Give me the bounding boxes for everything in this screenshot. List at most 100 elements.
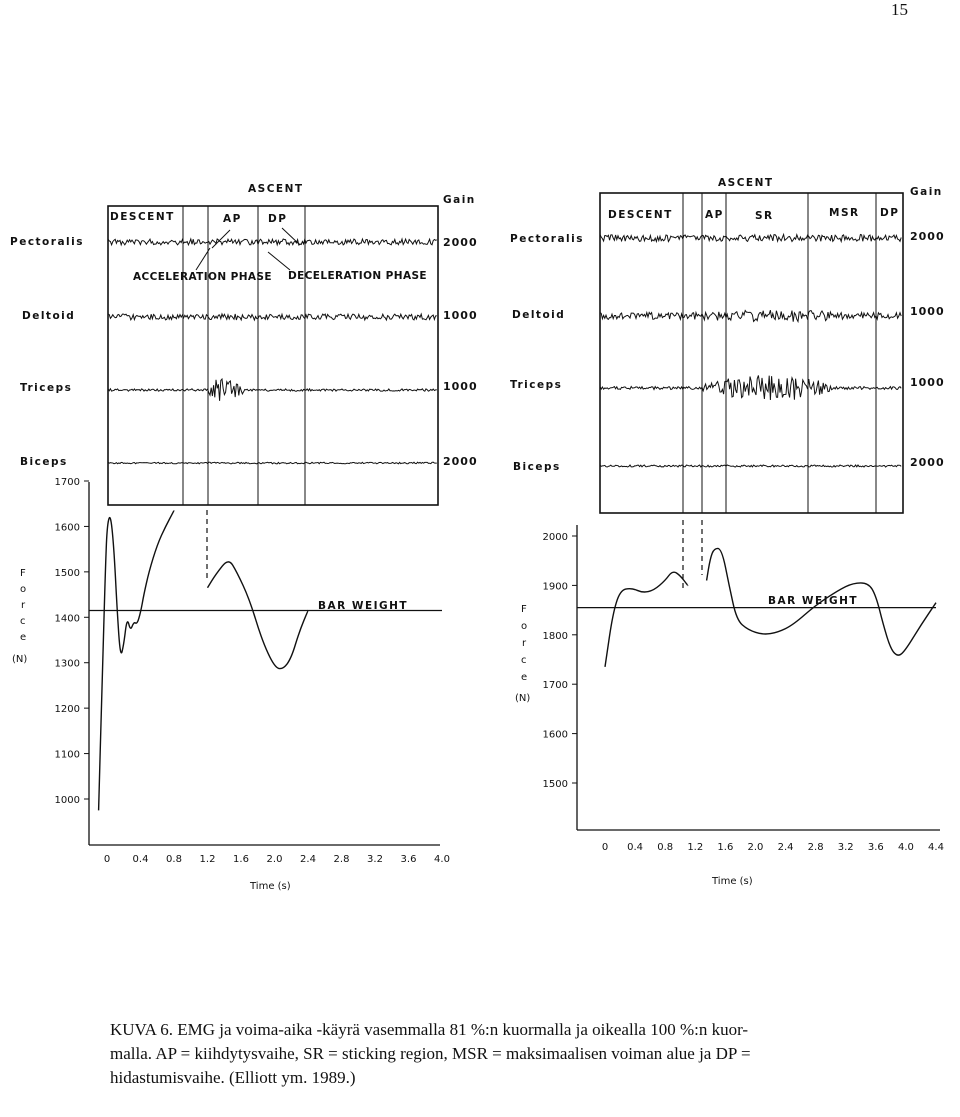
right-phase-ap: AP [705, 209, 724, 221]
left-bar-weight-label: BAR WEIGHT [318, 600, 408, 612]
emg-force-figure: ASCENT Gain DESCENT AP DP ACCELERATION P… [10, 177, 945, 892]
left-gain-value: 2000 [443, 455, 478, 468]
right-x-tick-label: 3.6 [868, 842, 884, 853]
right-muscle-label: Triceps [510, 379, 562, 391]
left-y-tick-label: 1700 [55, 477, 80, 488]
right-emg-frame [599, 192, 904, 514]
right-y-tick-label: 1600 [543, 730, 568, 741]
left-x-tick-label: 0.8 [166, 854, 182, 865]
right-x-tick-label: 2.4 [778, 842, 794, 853]
right-xlabel: Time (s) [711, 876, 753, 887]
left-gain-label: Gain [443, 194, 476, 206]
caption-line: hidastumisvaihe. (Elliott ym. 1989.) [110, 1068, 356, 1087]
right-y-tick-label: 1800 [543, 631, 568, 642]
right-bar-weight-label: BAR WEIGHT [768, 595, 858, 607]
right-gain-value: 1000 [910, 376, 945, 389]
left-y-tick-label: 1200 [55, 704, 80, 715]
right-x-tick-label: 2.0 [748, 842, 764, 853]
left-ascent-label: ASCENT [248, 183, 304, 195]
right-emg-trace-triceps [599, 375, 902, 401]
left-acceleration-phase-label: ACCELERATION PHASE [133, 271, 272, 283]
left-gain-value: 2000 [443, 236, 478, 249]
left-ylabel-letter: r [21, 600, 26, 611]
left-x-tick-label: 2.0 [267, 854, 283, 865]
right-x-tick-label: 4.4 [928, 842, 944, 853]
left-y-tick-label: 1300 [55, 659, 80, 670]
caption-line: malla. AP = kiihdytysvaihe, SR = stickin… [110, 1044, 751, 1063]
right-phase-sr: SR [755, 210, 774, 222]
left-ylabel-letter: F [20, 568, 26, 579]
left-force-curve [206, 561, 309, 670]
right-ylabel: F o r c e (N) [515, 604, 530, 704]
right-x-tick-label: 1.2 [687, 842, 703, 853]
left-muscle-label: Biceps [20, 456, 68, 468]
left-emg-frame [107, 205, 439, 506]
left-phase-descent: DESCENT [110, 211, 175, 223]
left-phase-dp: DP [268, 213, 287, 225]
left-emg-panel: ASCENT Gain DESCENT AP DP ACCELERATION P… [10, 183, 478, 506]
left-ap-pointer [211, 229, 231, 249]
right-emg-trace-deltoid [599, 309, 902, 324]
right-force-curve [705, 547, 937, 656]
left-y-tick-label: 1500 [55, 568, 80, 579]
left-muscle-label: Triceps [20, 382, 72, 394]
right-y-tick-label: 2000 [543, 532, 568, 543]
right-ylabel-letter: o [521, 621, 527, 632]
left-x-tick-label: 2.4 [300, 854, 316, 865]
left-phase-ap: AP [223, 213, 242, 225]
right-y-tick-label: 1700 [543, 680, 568, 691]
right-force-chart: 2000 1900 1800 1700 1600 1500 0 0.4 0.8 1.2 1.6 2.0… [515, 520, 944, 887]
right-gain-value: 2000 [910, 456, 945, 469]
page-number: 15 [891, 0, 908, 19]
right-x-tick-label: 0.4 [627, 842, 643, 853]
left-ylabel-unit: (N) [12, 654, 27, 665]
left-y-tick-label: 1600 [55, 522, 80, 533]
left-emg-trace-pectoralis [107, 237, 437, 247]
figure-caption: KUVA 6. EMG ja voima-aika -käyrä vasemma… [110, 1018, 920, 1090]
left-muscle-label: Deltoid [22, 310, 75, 322]
left-ylabel-letter: e [20, 632, 26, 643]
right-x-tick-label: 1.6 [717, 842, 733, 853]
right-x-tick-label: 0.8 [657, 842, 673, 853]
right-phase-dp: DP [880, 207, 899, 219]
right-ylabel-letter: e [521, 672, 527, 683]
right-phase-msr: MSR [829, 207, 860, 219]
left-emg-trace-biceps [107, 461, 437, 465]
left-dp-pointer [267, 251, 291, 271]
right-ascent-label: ASCENT [718, 177, 774, 189]
right-muscle-label: Deltoid [512, 309, 565, 321]
right-ylabel-letter: F [521, 604, 527, 615]
left-x-tick-label: 4.0 [434, 854, 450, 865]
right-x-tick-label: 3.2 [838, 842, 854, 853]
left-y-tick-label: 1400 [55, 613, 80, 624]
left-x-tick-label: 2.8 [334, 854, 350, 865]
left-y-tick-label: 1000 [55, 795, 80, 806]
left-ylabel-letter: o [20, 584, 26, 595]
right-ylabel-letter: r [522, 638, 527, 649]
left-y-tick-label: 1100 [55, 750, 80, 761]
right-phase-descent: DESCENT [608, 209, 673, 221]
left-x-tick-label: 0.4 [133, 854, 149, 865]
right-x-tick-label: 4.0 [898, 842, 914, 853]
left-gain-value: 1000 [443, 309, 478, 322]
right-gain-value: 1000 [910, 305, 945, 318]
left-xlabel: Time (s) [249, 881, 291, 892]
left-ylabel-letter: c [20, 616, 26, 627]
left-x-tick-label: 3.6 [401, 854, 417, 865]
left-x-tick-label: 1.2 [200, 854, 216, 865]
left-emg-trace-triceps [107, 377, 437, 401]
right-gain-value: 2000 [910, 230, 945, 243]
right-emg-panel: ASCENT Gain DESCENT AP SR MSR DP Pectora… [510, 177, 945, 514]
left-x-tick-label: 1.6 [233, 854, 249, 865]
left-ap-pointer [195, 247, 211, 271]
right-ylabel-letter: c [521, 655, 527, 666]
caption-line: KUVA 6. EMG ja voima-aika -käyrä vasemma… [110, 1020, 749, 1039]
left-x-tick-label: 0 [104, 854, 110, 865]
right-x-tick-label: 2.8 [808, 842, 824, 853]
right-force-curve [604, 571, 689, 668]
left-emg-trace-deltoid [107, 312, 437, 322]
left-ylabel: F o r c e (N) [12, 568, 27, 665]
right-emg-trace-pectoralis [599, 232, 902, 244]
left-deceleration-phase-label: DECELERATION PHASE [288, 270, 427, 282]
right-x-tick-label: 0 [602, 842, 608, 853]
